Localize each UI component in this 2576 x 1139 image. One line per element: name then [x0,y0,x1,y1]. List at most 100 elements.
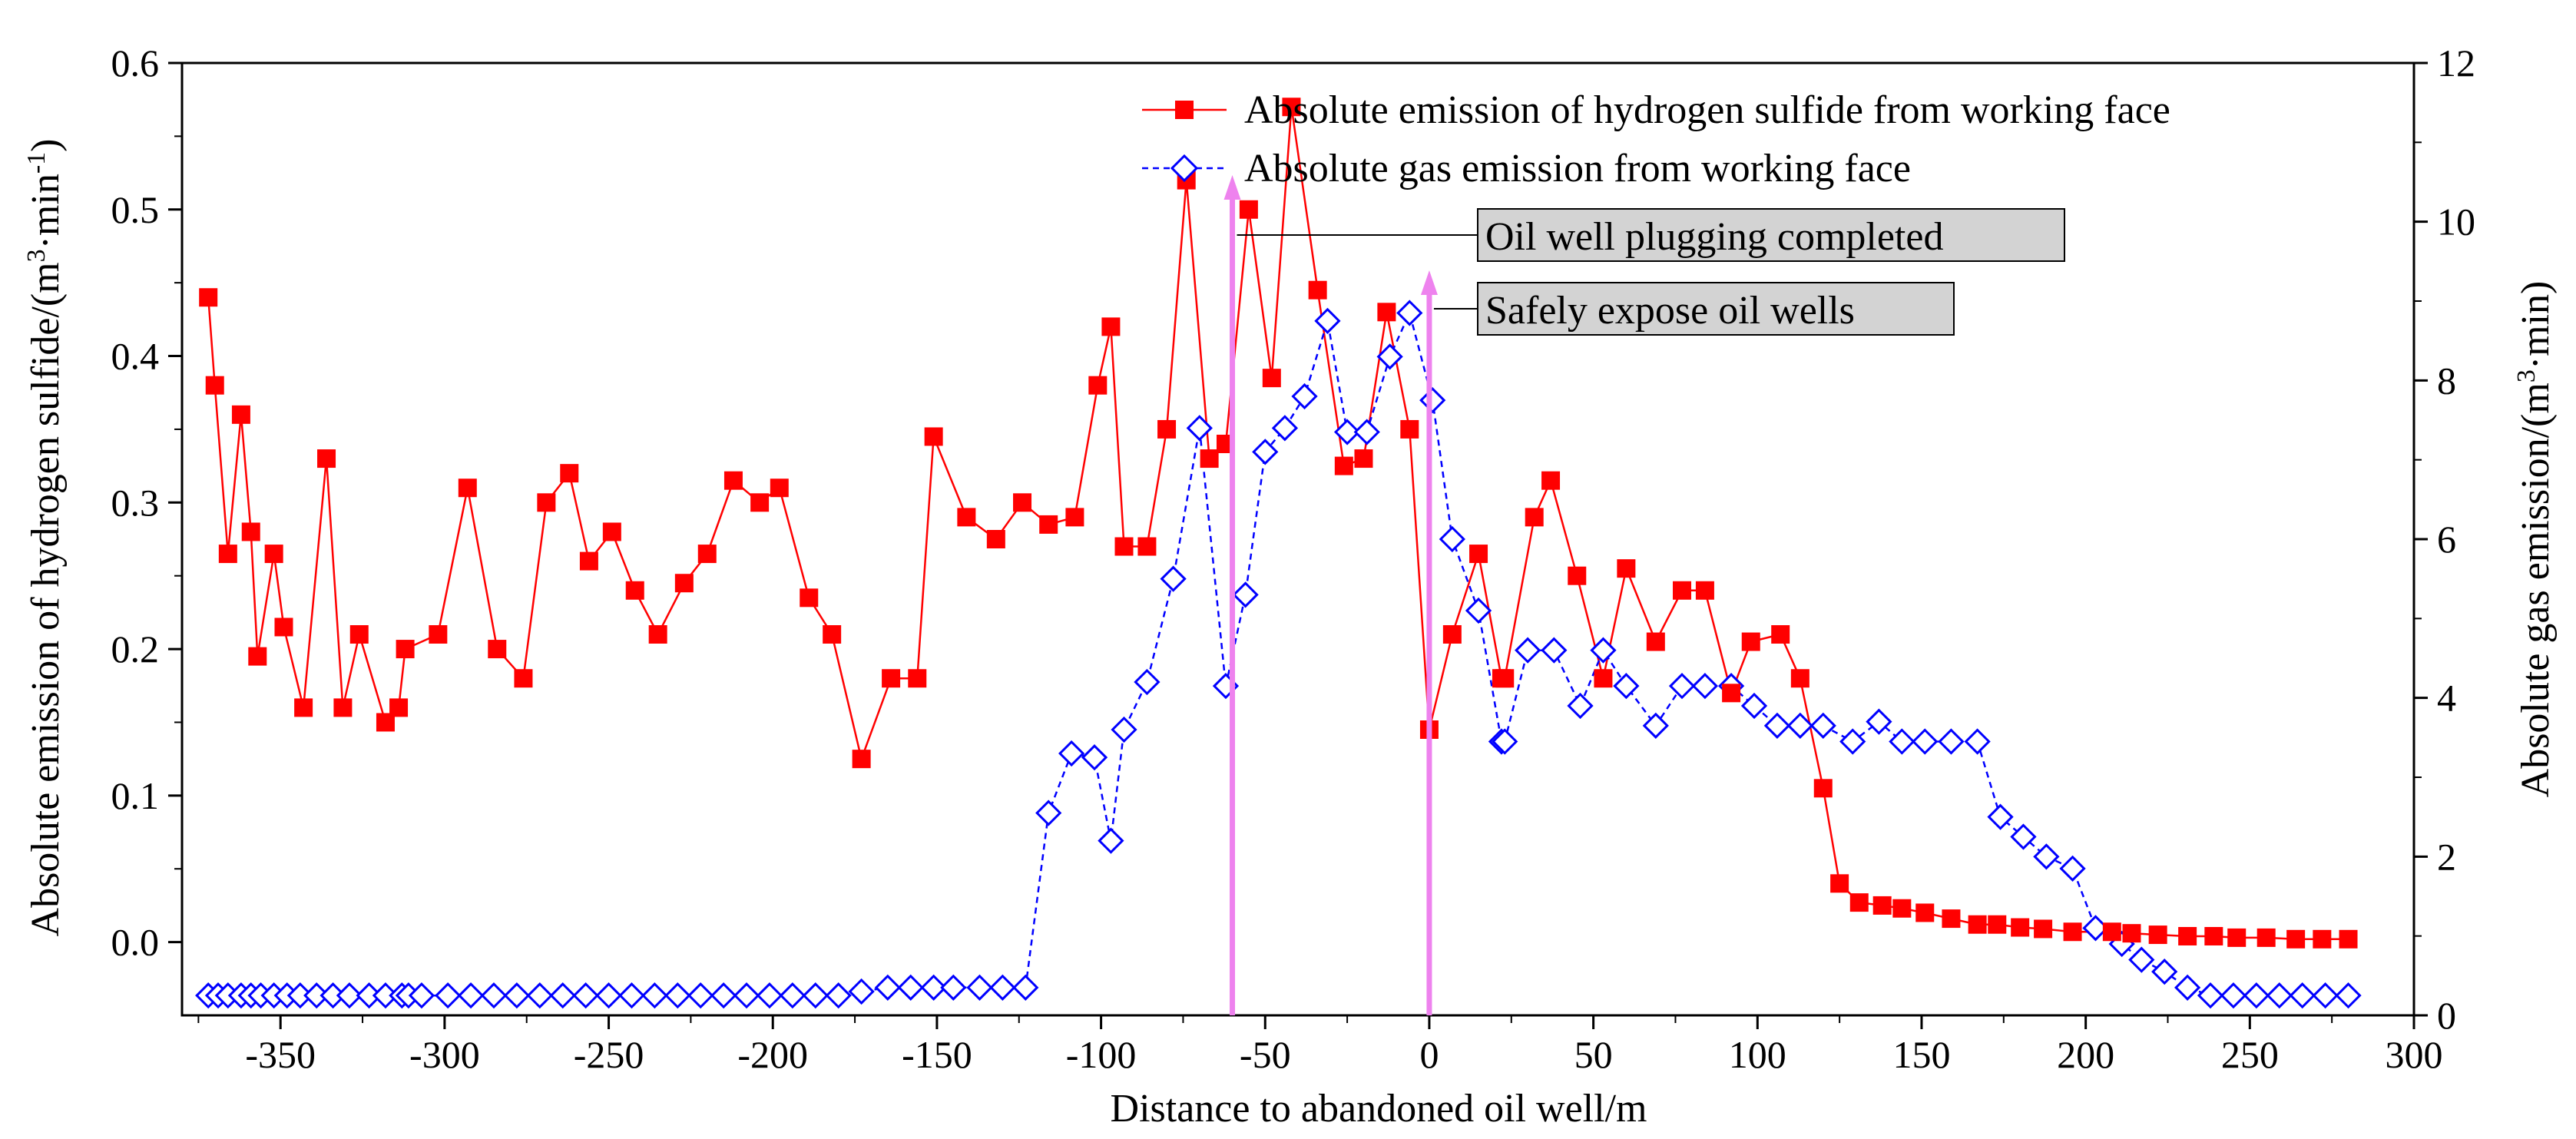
h2s-point [1741,632,1760,651]
y-left-tick-label: 0.5 [111,188,160,231]
series-layer [195,98,2362,1009]
h2s-point [750,493,770,512]
gas-point [1396,300,1423,326]
gas-point [1809,712,1836,739]
h2s-point [1830,874,1849,893]
gas-point [1987,803,2014,830]
h2s-point [1790,669,1809,688]
annotation-arrow-head [1223,175,1241,200]
gas-point [1642,712,1669,739]
gas-point [2197,982,2224,1009]
h2s-point [1872,896,1892,915]
y-left-tick-label: 0.3 [111,481,160,524]
legend-gas-marker [1170,154,1199,183]
gas-point [2266,982,2293,1009]
h2s-point [1968,915,1987,934]
h2s-point [1239,200,1258,219]
x-tick-label: -350 [245,1033,316,1076]
gas-point [940,974,967,1001]
h2s-point [2227,928,2247,947]
gas-point [526,982,553,1009]
gas-point [1353,419,1380,445]
gas-point [1186,415,1213,442]
x-tick-label: 200 [2057,1033,2114,1076]
h2s-point [333,698,353,717]
legend: Absolute emission of hydrogen sulfide fr… [1142,88,2170,190]
h2s-point [1722,684,1741,703]
gas-point [2335,982,2362,1009]
h2s-point [908,669,927,688]
gas-point [2289,982,2316,1009]
h2s-point [1988,915,2007,934]
axis-ticks: -350 -300 -250 -200 -150 -100 -50 0 50 100 150 200 2… [111,41,2476,1076]
gas-point [1271,415,1299,442]
annotation-arrow-head [1420,270,1438,295]
h2s-point [579,551,598,571]
gas-point [1839,728,1866,755]
h2s-point [1594,669,1613,688]
gas-point [1613,673,1640,700]
h2s-point [1137,537,1157,556]
y-left-tick-label: 0.2 [111,627,160,670]
gas-point [966,974,993,1001]
gas-point [1515,637,1541,664]
h2s-point [231,405,250,424]
gas-point [1134,668,1161,696]
h2s-point [1525,508,1544,527]
annotation-plugging: Oil well plugging completed [1477,208,2065,262]
h2s-point [882,669,901,688]
h2s-point [674,574,694,593]
y-right-tick-label: 12 [2437,41,2475,84]
x-axis-title: Distance to abandoned oil well/m [1111,1087,1647,1131]
gas-point [336,982,363,1009]
h2s-point [2011,918,2030,937]
annotations [1223,175,1478,1015]
gas-point [2220,982,2247,1009]
y-right-tick-label: 0 [2437,994,2456,1037]
gas-point [2151,959,2178,985]
gas-point [457,982,485,1009]
h2s-point [1377,303,1396,322]
h2s-point [514,669,533,688]
gas-point [2312,982,2339,1009]
h2s-point [1469,545,1488,564]
gas-point [1252,439,1279,465]
h2s-point [2148,925,2167,945]
gas-point [1314,307,1341,334]
x-tick-label: 0 [1419,1033,1439,1076]
annotation-expose-text: Safely expose oil wells [1485,289,1855,333]
h2s-point [924,427,943,446]
gas-point [408,982,435,1009]
h2s-point [1308,280,1327,300]
gas-point [480,982,508,1009]
h2s-point [1673,581,1692,600]
h2s-point [823,625,842,644]
h2s-point [1157,419,1177,439]
h2s-point [1915,903,1935,922]
gas-point [897,974,924,1001]
gas-point [1098,827,1124,854]
legend-gas-label: Absolute gas emission from working face [1244,147,1911,190]
legend-h2s-marker [1175,101,1194,119]
h2s-point [2178,926,2197,945]
gas-point [1964,728,1991,755]
h2s-point [2256,928,2276,947]
h2s-point [488,640,507,659]
h2s-point [1282,98,1301,117]
y-right-tick-label: 6 [2437,518,2456,561]
gas-point [664,982,691,1009]
h2s-point [2122,924,2141,943]
h2s-point [1039,515,1058,534]
x-tick-label: -200 [737,1033,808,1076]
gas-point [1419,387,1446,414]
gas-point [1492,728,1518,755]
h2s-point [248,647,267,666]
x-tick-label: -150 [902,1033,972,1076]
gas-point [2033,843,2060,870]
h2s-point [986,530,1005,548]
h2s-point [1262,369,1281,388]
gas-point [1111,716,1137,743]
x-tick-label: 50 [1574,1033,1613,1076]
x-tick-label: -250 [574,1033,644,1076]
h2s-point [2034,919,2053,939]
